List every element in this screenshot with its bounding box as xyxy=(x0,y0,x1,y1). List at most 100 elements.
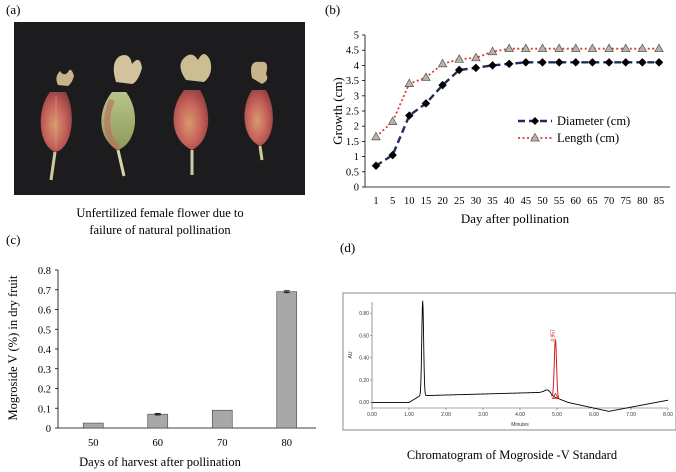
diameter-point xyxy=(521,58,531,67)
chromatogram-y-tick-label: 0.60 xyxy=(359,333,369,339)
diameter-point xyxy=(538,58,547,67)
chromatogram-y-axis-label: AU xyxy=(348,351,354,358)
bar-day-70 xyxy=(211,409,233,429)
chromatogram-y-tick-label: 0.00 xyxy=(359,400,369,406)
chromatogram-trace xyxy=(372,300,669,412)
growth-y-tick-label: 4 xyxy=(354,61,360,72)
length-point xyxy=(554,43,564,53)
legend-marker-triangle xyxy=(530,132,540,142)
mogroside-y-tick-label: 0.1 xyxy=(38,404,51,415)
diameter-point xyxy=(637,58,647,67)
diameter-point xyxy=(621,58,631,67)
growth-y-tick-label: 4.5 xyxy=(346,46,359,57)
growth-x-tick-label: 5 xyxy=(390,196,395,207)
chromatogram-y-tick-label: 0.20 xyxy=(359,378,369,384)
diameter-series-line xyxy=(375,61,659,167)
growth-x-tick-label: 20 xyxy=(437,196,448,207)
growth-x-tick-label: 10 xyxy=(404,196,415,207)
length-point xyxy=(637,43,648,53)
length-point xyxy=(654,43,664,53)
length-point xyxy=(604,43,614,53)
diameter-point xyxy=(588,58,597,67)
growth-y-tick-label: 2 xyxy=(354,122,359,133)
length-point xyxy=(371,131,381,141)
diameter-point xyxy=(488,61,497,70)
mogroside-x-tick-label: 70 xyxy=(217,438,228,449)
growth-x-tick-label: 55 xyxy=(554,196,565,207)
growth-x-tick-label: 85 xyxy=(654,196,665,207)
chromatogram-frame xyxy=(342,292,676,431)
diameter-point xyxy=(388,150,398,160)
chromatogram-caption: Chromatogram of Mogroside -V Standard xyxy=(407,448,618,462)
growth-y-axis-label: Growth (cm) xyxy=(330,77,345,145)
mogroside-y-axis-label: Mogroside V (%) in dry fruit xyxy=(6,275,20,421)
mogroside-y-tick-label: 0.7 xyxy=(38,286,51,297)
growth-x-tick-label: 70 xyxy=(604,196,615,207)
chromatogram-x-tick-label: 1.00 xyxy=(404,412,414,418)
legend-marker-diamond xyxy=(531,117,539,125)
chromatogram-chart: 0.00 0.20 0.40 0.60 0.80 0.00 1.00 2.00 3.00 4.0… xyxy=(342,292,676,431)
growth-y-tick-label: 3 xyxy=(354,91,359,102)
bar-day-60 xyxy=(147,413,169,429)
length-point xyxy=(537,43,548,53)
length-point xyxy=(421,72,431,81)
mogroside-y-tick-label: 0 xyxy=(46,424,51,435)
growth-x-tick-label: 50 xyxy=(537,196,548,207)
growth-x-tick-label: 75 xyxy=(620,196,631,207)
length-point xyxy=(504,43,514,53)
growth-x-axis-label: Day after pollination xyxy=(461,211,570,226)
legend-label-diameter: Diameter (cm) xyxy=(557,114,630,128)
chromatogram-x-tick-label: 0.00 xyxy=(367,412,377,418)
diameter-point xyxy=(604,58,614,67)
panel-label-d: (d) xyxy=(340,240,355,255)
growth-x-tick-label: 60 xyxy=(571,196,582,207)
growth-x-tick-label: 65 xyxy=(587,196,598,207)
panel-label-b: (b) xyxy=(325,2,340,17)
mogroside-y-tick-label: 0.8 xyxy=(38,266,51,277)
growth-x-tick-label: 45 xyxy=(521,196,532,207)
length-point xyxy=(570,43,581,53)
chromatogram-x-tick-label: 6.00 xyxy=(589,412,599,418)
diameter-point xyxy=(504,59,514,69)
diameter-point xyxy=(454,65,464,75)
growth-x-tick-label: 30 xyxy=(471,196,482,207)
length-point xyxy=(471,52,481,62)
growth-x-tick-label: 80 xyxy=(637,196,648,207)
flower-illustration-4 xyxy=(244,61,273,161)
mogroside-x-tick-label: 50 xyxy=(88,438,99,449)
diameter-point xyxy=(654,58,664,67)
diameter-point xyxy=(438,80,447,90)
growth-x-tick-label: 35 xyxy=(487,196,498,207)
growth-y-tick-label: 5 xyxy=(354,31,359,42)
peak-label: 4.957 xyxy=(550,329,556,342)
length-point xyxy=(454,54,465,63)
length-point xyxy=(521,43,531,53)
photo-panel xyxy=(14,22,305,195)
chromatogram-x-tick-label: 7.00 xyxy=(626,412,636,418)
length-point xyxy=(404,78,415,87)
growth-y-tick-label: 1.5 xyxy=(346,137,359,148)
photo-caption-line1: Unfertilized female flower due to xyxy=(76,206,243,220)
growth-y-tick-label: 2.5 xyxy=(346,107,359,118)
length-point xyxy=(387,116,398,125)
peak-start-marker xyxy=(551,392,560,399)
growth-y-tick-label: 3.5 xyxy=(346,76,359,87)
bar-day-50 xyxy=(82,422,104,429)
length-point xyxy=(437,58,448,68)
standard-peak-highlight xyxy=(550,339,561,400)
flower-illustration-1 xyxy=(40,69,74,181)
chromatogram-x-tick-label: 4.00 xyxy=(515,412,525,418)
mogroside-y-tick-label: 0.6 xyxy=(38,306,51,317)
mogroside-y-tick-label: 0.4 xyxy=(38,345,52,356)
chromatogram-x-tick-label: 3.00 xyxy=(478,412,488,418)
chromatogram-y-tick-label: 0.80 xyxy=(359,311,369,317)
diameter-point xyxy=(554,58,564,67)
mogroside-x-axis-label: Days of harvest after pollination xyxy=(79,455,242,469)
chromatogram-x-axis-label: Minutes xyxy=(511,422,529,428)
mogroside-bar-chart: 0 0.1 0.2 0.3 0.4 0.5 0.6 0.7 0.8 50 60 70 80 Mogro… xyxy=(6,266,316,469)
mogroside-y-tick-label: 0.3 xyxy=(38,365,51,376)
growth-x-tick-label: 15 xyxy=(421,196,432,207)
chromatogram-x-tick-label: 8.00 xyxy=(663,412,673,418)
length-point xyxy=(620,43,631,53)
chromatogram-x-tick-label: 5.00 xyxy=(552,412,562,418)
